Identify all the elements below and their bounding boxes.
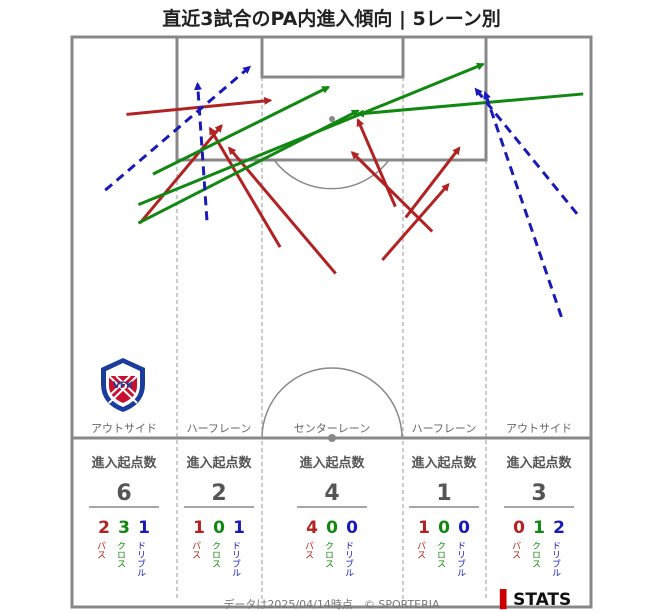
- pass-arrow-7: [404, 146, 461, 219]
- lane-name-0: アウトサイド: [91, 422, 157, 435]
- type-label-cross-1: クロス: [210, 541, 220, 568]
- cross-arrow-0: [152, 85, 331, 176]
- cross-arrow-3: [355, 92, 584, 118]
- lane-stats-4: 進入起点数 3 0 1 2: [504, 455, 574, 538]
- lane-stats-3: 進入起点数 1 1 0 0: [409, 455, 479, 538]
- type-label-cross-2: クロス: [323, 541, 333, 568]
- dribble-arrow-0: [104, 65, 252, 192]
- stat-total: 3: [531, 481, 546, 506]
- type-label-pass-3: パス: [415, 541, 426, 559]
- stat-header: 進入起点数: [506, 455, 572, 471]
- stat-header: 進入起点数: [411, 455, 477, 471]
- stat-cross: 0: [213, 518, 225, 538]
- stat-total: 6: [116, 481, 131, 506]
- type-label-pass-2: パス: [303, 541, 314, 559]
- lane-stats-1: 進入起点数 2 1 0 1: [184, 455, 254, 538]
- stat-cross: 0: [326, 518, 338, 538]
- stat-dribble: 1: [233, 518, 245, 538]
- lane-dividers: [176, 77, 487, 600]
- stats-panel: 進入起点数 6 2 3 1 進入起点数 2 1 0 1 進入起点数 4 4 0 …: [89, 455, 574, 538]
- stat-pass: 4: [306, 518, 318, 538]
- brand-name: STATS: [513, 590, 572, 610]
- dribble-arrow-1: [194, 81, 209, 221]
- stat-total: 1: [436, 481, 451, 506]
- stat-cross: 1: [533, 518, 545, 538]
- dribble-arrow-2: [474, 87, 579, 215]
- pass-arrow-4: [356, 118, 397, 208]
- center-circle: [261, 367, 403, 439]
- stat-total: 2: [211, 481, 226, 506]
- type-label-cross-4: クロス: [530, 541, 540, 568]
- lane-stats-0: 進入起点数 6 2 3 1: [89, 455, 159, 538]
- pass-arrow-2: [208, 126, 282, 248]
- lane-stats-2: 進入起点数 4 4 0 0: [297, 455, 367, 538]
- type-label-dribble-1: ドリブル: [230, 541, 241, 577]
- stat-header: 進入起点数: [91, 455, 157, 471]
- stat-header: 進入起点数: [186, 455, 252, 471]
- goal-area: [260, 35, 405, 79]
- pass-arrow-6: [381, 183, 450, 261]
- chart-title: 直近3試合のPA内進入傾向 | 5レーン別: [162, 8, 501, 30]
- stat-dribble: 2: [553, 518, 565, 538]
- footer-note: データは2025/04/14時点 © SPORTERIA: [223, 598, 440, 611]
- lane-name-4: アウトサイド: [506, 422, 572, 435]
- type-label-dribble-2: ドリブル: [343, 541, 354, 577]
- cross-arrow-2: [137, 109, 360, 225]
- stat-total: 4: [324, 481, 339, 506]
- club-logo: VFK: [101, 358, 145, 412]
- stat-cross: 3: [118, 518, 130, 538]
- stat-pass: 1: [193, 518, 205, 538]
- stat-cross: 0: [438, 518, 450, 538]
- lane-name-3: ハーフレーン: [412, 422, 477, 435]
- type-label-dribble-4: ドリブル: [550, 541, 561, 577]
- penalty-spot: [329, 116, 335, 122]
- penalty-arc: [273, 159, 390, 190]
- type-labels: パス クロス ドリブル パス クロス ドリブル パス クロス ドリブル パス クロス ドリブル パス クロ…: [95, 541, 561, 577]
- stat-dribble: 1: [138, 518, 150, 538]
- stat-dribble: 0: [346, 518, 358, 538]
- svg-text:VFK: VFK: [113, 381, 134, 391]
- penalty-area: [175, 35, 488, 162]
- type-label-cross-0: クロス: [115, 541, 125, 568]
- pass-arrow-1: [138, 124, 223, 225]
- stat-dribble: 0: [458, 518, 470, 538]
- stat-pass: 1: [418, 518, 430, 538]
- lane-name-1: ハーフレーン: [187, 422, 252, 435]
- dribble-arrow-3: [483, 90, 563, 318]
- type-label-dribble-0: ドリブル: [135, 541, 146, 577]
- type-label-cross-3: クロス: [435, 541, 445, 568]
- brand-mark-icon: ▌: [500, 590, 514, 610]
- stat-header: 進入起点数: [299, 455, 365, 471]
- lane-names: アウトサイド ハーフレーン センターレーン ハーフレーン アウトサイド: [91, 422, 572, 435]
- type-label-dribble-3: ドリブル: [455, 541, 466, 577]
- type-label-pass-0: パス: [95, 541, 106, 559]
- stat-pass: 0: [513, 518, 525, 538]
- lane-name-2: センターレーン: [294, 422, 370, 435]
- type-label-pass-4: パス: [510, 541, 521, 559]
- pass-arrow-5: [350, 151, 434, 233]
- arrows-layer: [104, 62, 584, 318]
- brand-logo: ▌STATS: [500, 590, 571, 610]
- center-spot: [328, 434, 336, 442]
- pitch-lines: [70, 35, 593, 609]
- stat-pass: 2: [98, 518, 110, 538]
- type-label-pass-1: パス: [190, 541, 201, 559]
